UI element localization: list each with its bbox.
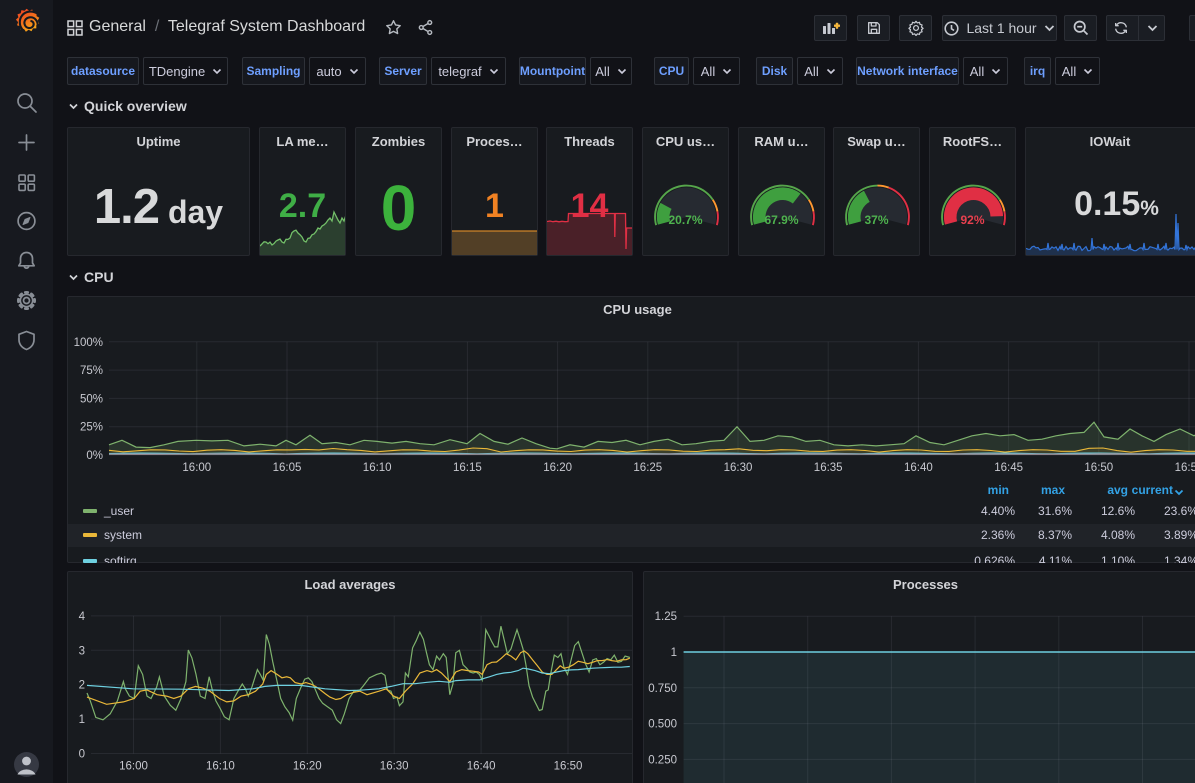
svg-text:16:20: 16:20	[543, 462, 572, 474]
svg-text:100%: 100%	[74, 337, 103, 349]
svg-text:0.750: 0.750	[648, 683, 677, 695]
svg-text:16:20: 16:20	[293, 761, 322, 773]
svg-text:16:05: 16:05	[273, 462, 302, 474]
svg-text:16:00: 16:00	[119, 761, 148, 773]
svg-text:16:55: 16:55	[1175, 462, 1195, 474]
svg-text:16:10: 16:10	[206, 761, 235, 773]
svg-text:16:00: 16:00	[182, 462, 211, 474]
svg-text:4: 4	[79, 611, 86, 623]
svg-text:16:50: 16:50	[1084, 462, 1113, 474]
svg-text:3: 3	[79, 645, 85, 657]
svg-text:0: 0	[79, 749, 85, 761]
svg-text:75%: 75%	[80, 365, 103, 377]
svg-text:0.500: 0.500	[648, 719, 677, 731]
svg-text:16:45: 16:45	[994, 462, 1023, 474]
svg-text:2: 2	[79, 680, 85, 692]
svg-text:16:10: 16:10	[363, 462, 392, 474]
svg-text:50%: 50%	[80, 393, 103, 405]
svg-text:16:25: 16:25	[633, 462, 662, 474]
svg-text:1: 1	[79, 714, 85, 726]
svg-text:1: 1	[671, 647, 677, 659]
svg-text:16:30: 16:30	[724, 462, 753, 474]
svg-text:25%: 25%	[80, 422, 103, 434]
svg-text:16:40: 16:40	[467, 761, 496, 773]
svg-text:16:40: 16:40	[904, 462, 933, 474]
svg-text:16:50: 16:50	[554, 761, 583, 773]
svg-text:16:15: 16:15	[453, 462, 482, 474]
svg-text:1.25: 1.25	[655, 611, 677, 623]
svg-text:16:35: 16:35	[814, 462, 843, 474]
svg-text:16:30: 16:30	[380, 761, 409, 773]
svg-text:0%: 0%	[86, 450, 103, 462]
svg-text:0.250: 0.250	[648, 754, 677, 766]
